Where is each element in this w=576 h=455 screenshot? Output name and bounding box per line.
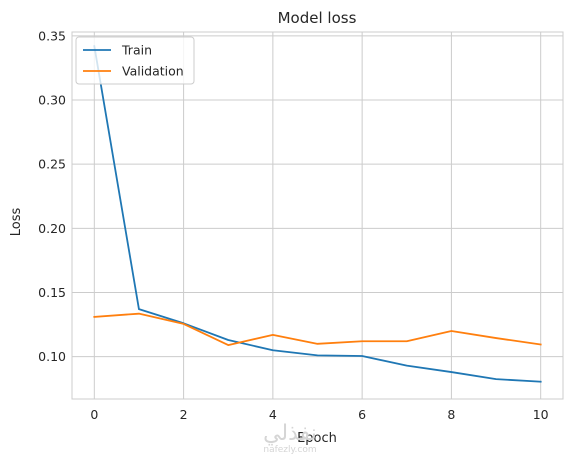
x-tick-label: 8 (447, 407, 455, 422)
legend-label-train: Train (121, 43, 152, 58)
grid (72, 32, 563, 399)
x-tick-label: 0 (90, 407, 98, 422)
chart-title: Model loss (278, 9, 357, 27)
y-tick-label: 0.30 (38, 93, 66, 108)
watermark-logo: نفذلي (263, 421, 317, 446)
legend: Train Validation (75, 36, 195, 85)
plot-border (71, 31, 564, 400)
x-tick-label: 10 (533, 407, 549, 422)
legend-label-validation: Validation (122, 64, 184, 79)
plot-frame (71, 31, 564, 400)
x-tick-label: 2 (180, 407, 188, 422)
y-tick-label: 0.10 (38, 349, 66, 364)
x-tick-label: 4 (269, 407, 277, 422)
tick-labels: 0 2 4 6 8 10 0.10 0.15 0.20 0.25 0.30 0.35 (38, 28, 549, 422)
y-tick-label: 0.25 (38, 157, 66, 172)
y-tick-label: 0.15 (38, 285, 66, 300)
x-tick-label: 6 (358, 407, 366, 422)
y-tick-label: 0.35 (38, 28, 66, 43)
watermark: نفذلي nafezly.com (263, 421, 317, 455)
y-tick-label: 0.20 (38, 221, 66, 236)
series-line-validation (93, 312, 542, 347)
series-line-train (93, 45, 542, 383)
legend-box (75, 36, 195, 85)
watermark-url: nafezly.com (263, 445, 316, 455)
series (93, 45, 542, 383)
y-axis-label: Loss (9, 208, 24, 237)
x-axis-label: Epoch (297, 431, 337, 446)
